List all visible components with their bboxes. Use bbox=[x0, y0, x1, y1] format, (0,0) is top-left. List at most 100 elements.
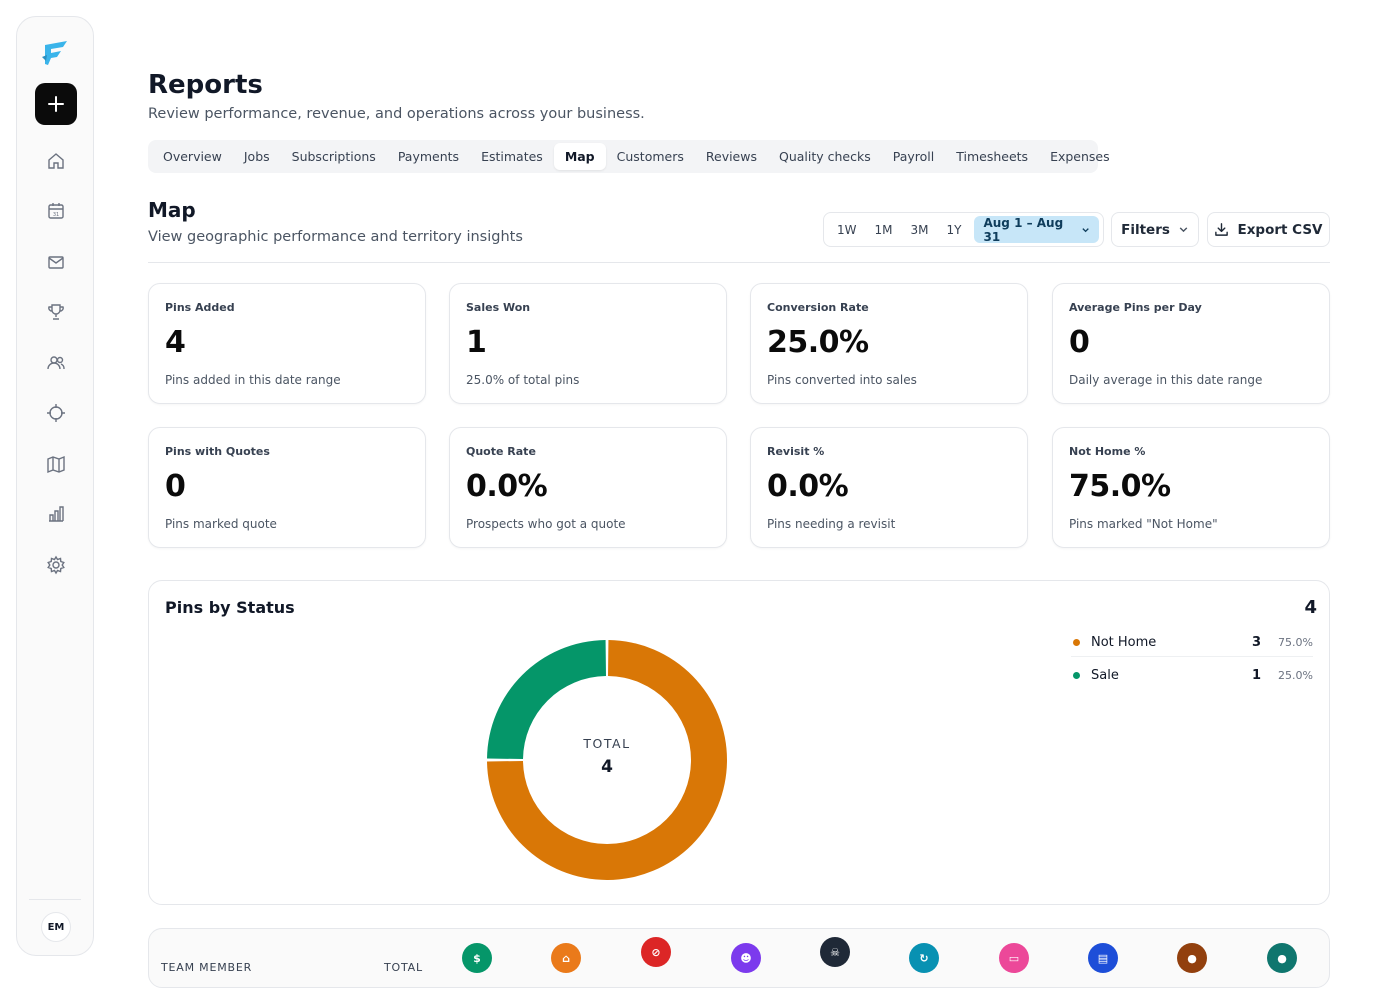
circle-icon: ● bbox=[1177, 943, 1207, 973]
home-icon[interactable] bbox=[46, 151, 66, 171]
tab-estimates[interactable]: Estimates bbox=[481, 149, 543, 164]
gear-icon[interactable] bbox=[46, 555, 66, 575]
document-icon: ▤ bbox=[1088, 943, 1118, 973]
donut-center-label: TOTAL bbox=[583, 736, 631, 751]
export-csv-button[interactable]: Export CSV bbox=[1207, 212, 1330, 247]
stat-value: 1 bbox=[466, 325, 487, 360]
stat-label: Pins Added bbox=[165, 301, 235, 314]
tab-customers[interactable]: Customers bbox=[616, 149, 684, 164]
stat-card-conversion-rate: Conversion Rate 25.0% Pins converted int… bbox=[750, 283, 1028, 404]
ban-icon: ⊘ bbox=[641, 937, 671, 967]
donut-slice-not-home[interactable] bbox=[487, 640, 727, 880]
trophy-icon[interactable] bbox=[46, 302, 66, 322]
filters-label: Filters bbox=[1121, 221, 1170, 238]
export-label: Export CSV bbox=[1237, 221, 1323, 238]
stat-value: 75.0% bbox=[1069, 469, 1171, 504]
stat-label: Revisit % bbox=[767, 445, 825, 458]
stat-label: Average Pins per Day bbox=[1069, 301, 1202, 314]
user-icon: ☻ bbox=[731, 943, 761, 973]
tab-subscriptions[interactable]: Subscriptions bbox=[291, 149, 376, 164]
legend-swatch bbox=[1073, 671, 1080, 679]
stat-label: Conversion Rate bbox=[767, 301, 869, 314]
users-icon[interactable] bbox=[46, 353, 66, 373]
legend-count: 1 bbox=[1251, 667, 1261, 683]
mail-icon[interactable] bbox=[46, 252, 66, 272]
download-icon bbox=[1215, 223, 1229, 236]
legend-percent: 25.0% bbox=[1278, 668, 1313, 682]
section-subtitle: View geographic performance and territor… bbox=[148, 229, 523, 245]
legend-item-not-home[interactable]: Not Home 3 75.0% bbox=[1071, 629, 1313, 657]
range-1m-button[interactable]: 1M bbox=[874, 222, 893, 237]
stat-card-average-pins-per-day: Average Pins per Day 0 Daily average in … bbox=[1052, 283, 1330, 404]
filters-button[interactable]: Filters bbox=[1111, 212, 1199, 247]
stat-card-pins-with-quotes: Pins with Quotes 0 Pins marked quote bbox=[148, 427, 426, 548]
calendar-icon[interactable]: 31 bbox=[46, 201, 66, 221]
stat-card-sales-won: Sales Won 1 25.0% of total pins bbox=[449, 283, 727, 404]
legend-count: 3 bbox=[1251, 635, 1261, 650]
donut-slice-sale[interactable] bbox=[487, 640, 606, 759]
legend-percent: 75.0% bbox=[1278, 636, 1313, 649]
ticket-icon: ▭ bbox=[999, 943, 1029, 973]
tab-map[interactable]: Map bbox=[553, 143, 606, 170]
tab-jobs[interactable]: Jobs bbox=[243, 149, 270, 164]
circle-icon: ● bbox=[1267, 943, 1297, 973]
section-divider bbox=[148, 262, 1330, 263]
sidebar: 31 EM bbox=[16, 16, 94, 956]
stat-caption: Daily average in this date range bbox=[1069, 373, 1263, 387]
stat-caption: 25.0% of total pins bbox=[466, 373, 580, 387]
stat-value: 0 bbox=[165, 469, 186, 504]
chart-total: 4 bbox=[1304, 597, 1317, 618]
tab-payments[interactable]: Payments bbox=[397, 149, 460, 164]
sidebar-divider bbox=[29, 899, 81, 900]
donut-center-value: 4 bbox=[601, 757, 613, 777]
tab-reviews[interactable]: Reviews bbox=[705, 149, 757, 164]
page-title: Reports bbox=[148, 70, 263, 100]
skull-icon: ☠ bbox=[820, 937, 850, 967]
team-member-table: TEAM MEMBER TOTAL $ ⌂ ⊘ ☻ ☠ ↻ ▭ ▤ ● ● bbox=[148, 928, 1330, 988]
stat-caption: Pins needing a revisit bbox=[767, 517, 896, 531]
column-header-total: TOTAL bbox=[384, 961, 423, 974]
stat-card-revisit: Revisit % 0.0% Pins needing a revisit bbox=[750, 427, 1028, 548]
stat-card-quote-rate: Quote Rate 0.0% Prospects who got a quot… bbox=[449, 427, 727, 548]
stat-value: 0 bbox=[1069, 325, 1090, 360]
tab-timesheets[interactable]: Timesheets bbox=[956, 149, 1029, 164]
chevron-down-icon bbox=[1082, 227, 1089, 232]
legend-item-sale[interactable]: Sale 1 25.0% bbox=[1071, 661, 1313, 689]
donut-chart bbox=[487, 640, 727, 880]
refresh-icon: ↻ bbox=[909, 943, 939, 973]
range-1y-button[interactable]: 1Y bbox=[946, 222, 962, 237]
map-icon[interactable] bbox=[46, 454, 66, 474]
chevron-down-icon bbox=[1179, 227, 1188, 233]
range-3m-button[interactable]: 3M bbox=[910, 222, 929, 237]
brand-logo[interactable] bbox=[41, 37, 71, 69]
report-tabs: Overview Jobs Subscriptions Payments Est… bbox=[148, 140, 1110, 173]
stat-caption: Pins marked quote bbox=[165, 517, 277, 531]
stat-card-not-home: Not Home % 75.0% Pins marked "Not Home" bbox=[1052, 427, 1330, 548]
svg-text:31: 31 bbox=[53, 212, 59, 218]
date-range-dropdown[interactable]: Aug 1 – Aug 31 bbox=[974, 215, 1099, 244]
stat-caption: Pins added in this date range bbox=[165, 373, 341, 387]
tab-overview[interactable]: Overview bbox=[163, 149, 222, 164]
date-range-selector: 1W 1M 3M 1Y Aug 1 – Aug 31 bbox=[823, 212, 1104, 247]
legend-swatch bbox=[1073, 639, 1080, 646]
range-1w-button[interactable]: 1W bbox=[837, 222, 857, 237]
stat-label: Pins with Quotes bbox=[165, 445, 270, 458]
stat-label: Sales Won bbox=[466, 301, 531, 314]
tab-payroll[interactable]: Payroll bbox=[892, 149, 935, 164]
avatar[interactable]: EM bbox=[41, 912, 71, 942]
date-range-label: Aug 1 – Aug 31 bbox=[983, 215, 1064, 244]
stat-caption: Pins marked "Not Home" bbox=[1069, 517, 1218, 531]
bar-chart-icon[interactable] bbox=[46, 504, 66, 524]
add-button[interactable] bbox=[35, 83, 77, 125]
stat-label: Quote Rate bbox=[466, 445, 536, 458]
stat-value: 25.0% bbox=[767, 325, 869, 360]
tab-expenses[interactable]: Expenses bbox=[1050, 149, 1110, 164]
home-icon: ⌂ bbox=[551, 943, 581, 973]
stat-label: Not Home % bbox=[1069, 445, 1146, 458]
column-header-team-member: TEAM MEMBER bbox=[161, 961, 253, 974]
stat-value: 0.0% bbox=[466, 469, 548, 504]
tab-quality-checks[interactable]: Quality checks bbox=[779, 149, 871, 164]
crosshair-icon[interactable] bbox=[46, 403, 66, 423]
section-title: Map bbox=[148, 198, 196, 222]
stat-caption: Pins converted into sales bbox=[767, 373, 917, 387]
